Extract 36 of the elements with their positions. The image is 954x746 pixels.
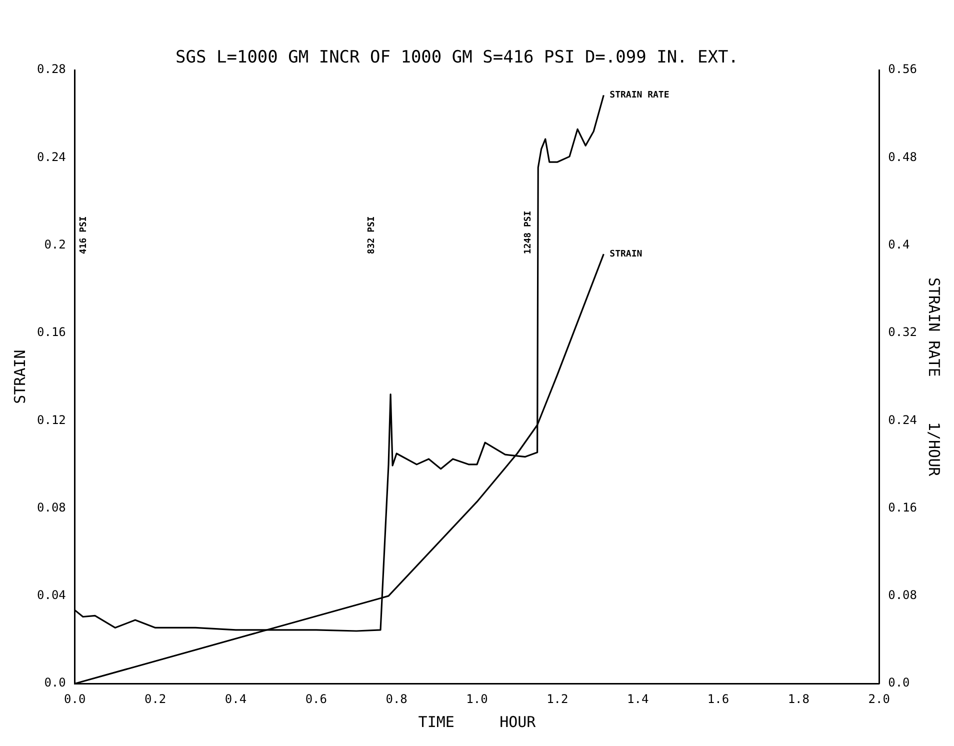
chart-title: SGS L=1000 GM INCR OF 1000 GM S=416 PSI D=.099 IN. EXT.	[176, 47, 738, 68]
y-tick-label: 0.24	[36, 150, 66, 164]
x-tick-label: 1.8	[788, 692, 810, 706]
annotation: 416 PSI	[79, 216, 90, 254]
series-label: STRAIN RATE	[610, 90, 670, 101]
x-tick-label: 0.8	[386, 692, 408, 706]
y-tick-label: 0.04	[36, 588, 66, 602]
y2-tick-label: 0.56	[888, 62, 918, 76]
x-tick-label: 0.4	[224, 692, 247, 706]
y2-tick-label: 0.24	[888, 412, 918, 427]
y2-tick-label: 0.32	[888, 325, 918, 340]
y-axis-title: STRAIN	[10, 350, 29, 404]
y-tick-label: 0.0	[44, 676, 66, 690]
y2-tick-label: 0.16	[888, 500, 918, 514]
annotation: 832 PSI	[366, 216, 377, 254]
y-tick-label: 0.16	[36, 325, 66, 340]
annotation: 1248 PSI	[524, 210, 534, 254]
x-tick-label: 0.2	[144, 692, 166, 706]
y2-tick-label: 0.08	[888, 588, 918, 602]
y-tick-label: 0.2	[44, 237, 66, 252]
y2-tick-label: 0.48	[888, 150, 918, 164]
y-tick-label: 0.12	[36, 412, 66, 427]
x-tick-label: 1.2	[546, 692, 568, 706]
y2-tick-label: 0.0	[888, 676, 910, 690]
x-tick-label: 0.0	[64, 692, 86, 706]
x-tick-label: 1.4	[626, 692, 649, 706]
x-tick-label: 0.6	[305, 692, 328, 706]
y2-axis-title: STRAIN RATE 1/HOUR	[925, 277, 944, 478]
y-tick-label: 0.08	[36, 500, 66, 514]
y-tick-label: 0.28	[36, 62, 66, 76]
x-tick-label: 2.0	[868, 692, 890, 706]
x-tick-label: 1.6	[707, 692, 730, 706]
x-axis-title: TIME HOUR	[418, 712, 537, 731]
y2-tick-label: 0.4	[888, 237, 910, 252]
x-tick-label: 1.0	[466, 692, 488, 706]
series-label: STRAIN	[610, 249, 642, 260]
